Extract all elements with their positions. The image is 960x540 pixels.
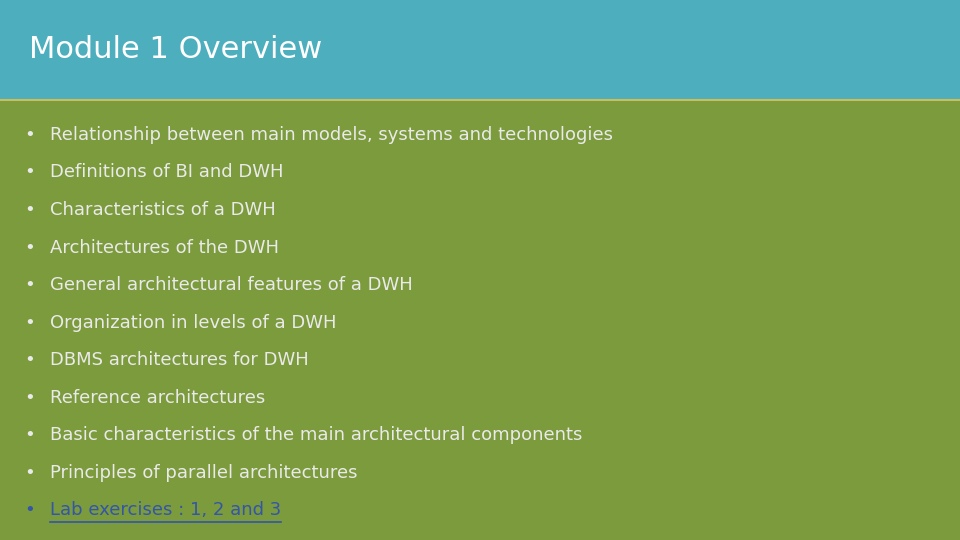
Text: •: • xyxy=(24,426,35,444)
Bar xyxy=(0,0,960,100)
Text: •: • xyxy=(24,126,35,144)
Text: Definitions of BI and DWH: Definitions of BI and DWH xyxy=(50,164,283,181)
Text: •: • xyxy=(24,164,35,181)
Text: •: • xyxy=(24,201,35,219)
Text: General architectural features of a DWH: General architectural features of a DWH xyxy=(50,276,413,294)
Text: Characteristics of a DWH: Characteristics of a DWH xyxy=(50,201,276,219)
Text: Relationship between main models, systems and technologies: Relationship between main models, system… xyxy=(50,126,612,144)
Text: Module 1 Overview: Module 1 Overview xyxy=(29,36,322,64)
Text: •: • xyxy=(24,389,35,407)
Text: •: • xyxy=(24,276,35,294)
Text: •: • xyxy=(24,239,35,256)
Text: Principles of parallel architectures: Principles of parallel architectures xyxy=(50,464,357,482)
Text: DBMS architectures for DWH: DBMS architectures for DWH xyxy=(50,351,309,369)
Text: Lab exercises : 1, 2 and 3: Lab exercises : 1, 2 and 3 xyxy=(50,502,281,519)
Text: Reference architectures: Reference architectures xyxy=(50,389,265,407)
Text: •: • xyxy=(24,351,35,369)
Bar xyxy=(0,100,960,540)
Text: •: • xyxy=(24,464,35,482)
Text: Architectures of the DWH: Architectures of the DWH xyxy=(50,239,279,256)
Text: •: • xyxy=(24,502,35,519)
Text: Organization in levels of a DWH: Organization in levels of a DWH xyxy=(50,314,336,332)
Text: •: • xyxy=(24,314,35,332)
Text: Basic characteristics of the main architectural components: Basic characteristics of the main archit… xyxy=(50,426,583,444)
